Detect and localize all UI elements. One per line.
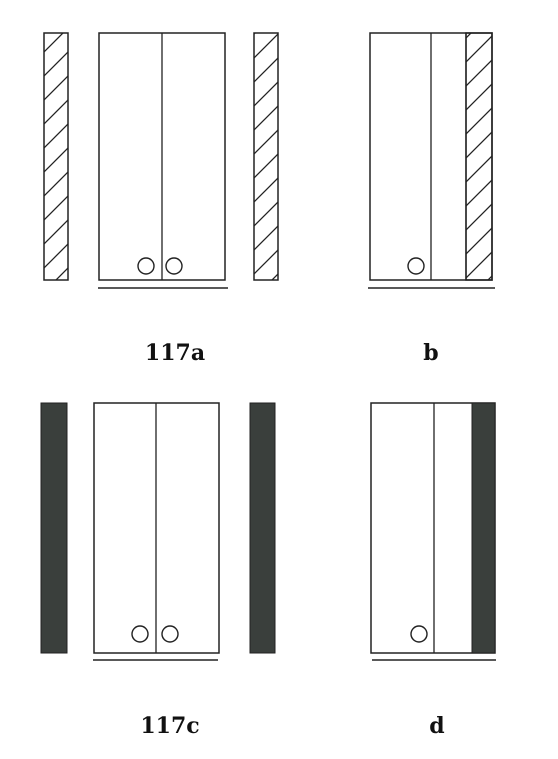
hatched-side-panel-right <box>253 32 279 281</box>
caption-d: d <box>429 713 445 739</box>
figure-117c <box>40 402 276 661</box>
figure-d <box>370 402 496 661</box>
hatched-side-panel <box>465 32 493 281</box>
door-knob-right <box>165 257 183 275</box>
caption-b: b <box>423 340 439 366</box>
door-knob <box>407 257 425 275</box>
door-knob <box>410 625 428 643</box>
hatched-side-panel-left <box>43 32 69 281</box>
caption-117a: 117a <box>144 340 206 366</box>
door-knob-left <box>131 625 149 643</box>
dark-side-panel-left <box>40 402 68 654</box>
dark-side-panel <box>471 402 496 654</box>
figure-117a <box>43 32 279 289</box>
door-knob-right <box>161 625 179 643</box>
figure-b <box>368 32 495 289</box>
dark-side-panel-right <box>249 402 276 654</box>
door-knob-left <box>137 257 155 275</box>
caption-117c: 117c <box>140 713 200 739</box>
